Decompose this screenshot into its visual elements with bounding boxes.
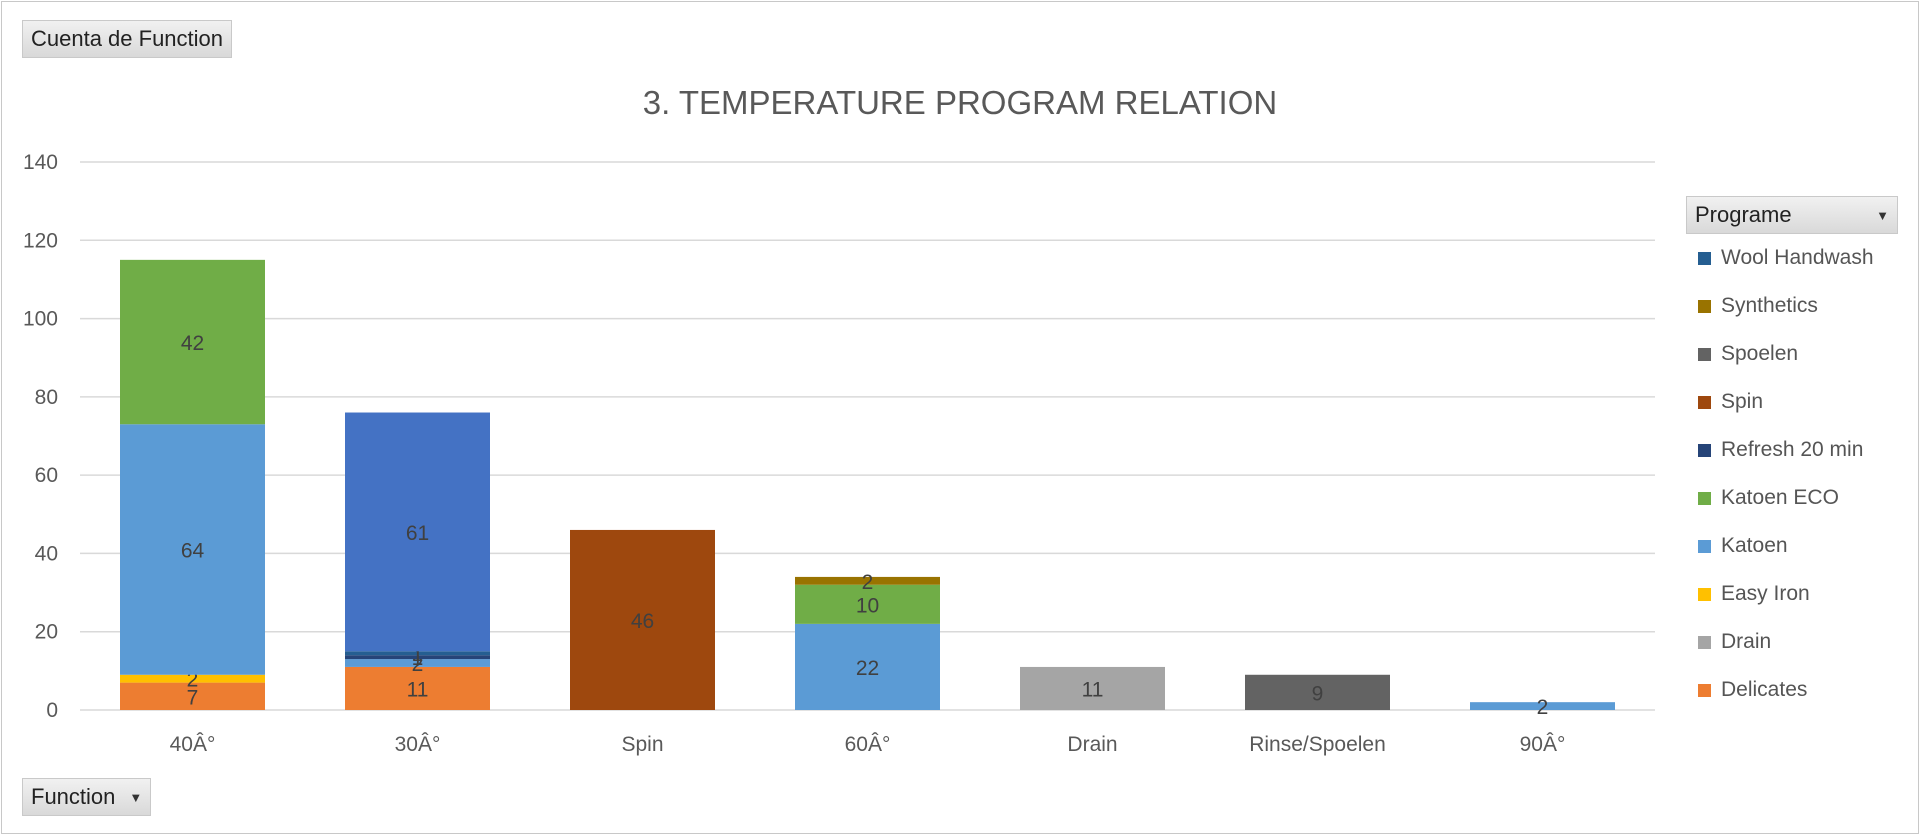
legend-swatch <box>1698 299 1711 313</box>
bar-segment[interactable] <box>345 412 490 652</box>
legend-label: Katoen <box>1721 534 1788 557</box>
legend-label: Synthetics <box>1721 294 1818 317</box>
bar-segment[interactable] <box>795 623 940 710</box>
values-field-label: Cuenta de Function <box>31 26 224 51</box>
bar-segment[interactable] <box>1245 674 1390 710</box>
legend-label: Spin <box>1721 390 1764 413</box>
legend-field-button[interactable]: Programe ▼ <box>1686 196 1898 234</box>
bar-segment[interactable] <box>120 424 265 675</box>
data-label: 9 <box>1312 682 1324 705</box>
legend-item[interactable]: Easy Iron <box>1698 579 1810 609</box>
bar-segment[interactable] <box>120 259 265 425</box>
legend-swatch <box>1698 587 1711 601</box>
chart-title: 3. TEMPERATURE PROGRAM RELATION <box>642 84 1278 121</box>
data-label: 11 <box>1082 678 1104 701</box>
bar-segment[interactable] <box>1470 702 1615 710</box>
legend-item[interactable]: Wool Handwash <box>1698 243 1874 273</box>
y-tick-label: 100 <box>23 308 58 331</box>
data-label: 61 <box>406 522 429 545</box>
x-tick-label: 30Â° <box>395 733 441 756</box>
legend-item[interactable]: Spin <box>1698 387 1763 417</box>
bar-segment[interactable] <box>345 651 490 656</box>
data-label: 42 <box>181 332 204 355</box>
dropdown-arrow-icon[interactable]: ▼ <box>1876 207 1889 223</box>
legend-swatch <box>1698 539 1711 553</box>
legend-label: Katoen ECO <box>1721 486 1839 509</box>
bar-segment[interactable] <box>795 576 940 585</box>
legend-item[interactable]: Spoelen <box>1698 339 1798 369</box>
x-tick-label: 40Â° <box>170 733 216 756</box>
legend-item[interactable]: Synthetics <box>1698 291 1818 321</box>
bar-segment[interactable] <box>345 659 490 667</box>
legend-swatch <box>1698 251 1711 265</box>
y-tick-label: 60 <box>35 464 58 487</box>
bar-segment[interactable] <box>570 529 715 710</box>
axis-field-button[interactable]: Function ▼ <box>22 778 152 816</box>
data-label: 1 <box>412 647 424 670</box>
legend-label: Wool Handwash <box>1721 246 1874 269</box>
legend-label: Refresh 20 min <box>1721 438 1864 461</box>
legend-swatch <box>1698 395 1711 409</box>
legend-swatch <box>1698 683 1711 697</box>
legend-item[interactable]: Katoen <box>1698 531 1788 561</box>
data-label: 64 <box>181 540 205 563</box>
legend-swatch <box>1698 443 1711 457</box>
y-tick-label: 20 <box>35 621 58 644</box>
y-tick-label: 40 <box>35 542 58 565</box>
legend-item[interactable]: Drain <box>1698 627 1771 657</box>
data-label: 1 <box>412 643 424 666</box>
x-tick-label: 90Â° <box>1520 733 1566 756</box>
axis-field-label: Function <box>31 784 116 809</box>
bar-segment[interactable] <box>120 682 265 710</box>
bar-segment[interactable] <box>1020 666 1165 710</box>
data-label: 22 <box>856 657 879 680</box>
y-tick-label: 80 <box>35 386 58 409</box>
data-label: 10 <box>856 594 879 617</box>
bar-segment[interactable] <box>345 655 490 660</box>
y-tick-label: 140 <box>23 151 58 174</box>
data-label: 2 <box>412 653 424 676</box>
bar-segment[interactable] <box>795 584 940 624</box>
x-tick-label: Spin <box>621 733 663 756</box>
legend-item[interactable]: Delicates <box>1698 675 1807 705</box>
legend-swatch <box>1698 347 1711 361</box>
data-label: 7 <box>187 686 199 709</box>
legend-swatch <box>1698 491 1711 505</box>
legend-item[interactable]: Refresh 20 min <box>1698 435 1863 465</box>
x-tick-label: 60Â° <box>845 733 891 756</box>
data-label: 2 <box>187 669 199 692</box>
x-tick-label: Drain <box>1067 733 1117 756</box>
legend-swatch <box>1698 635 1711 649</box>
legend-label: Easy Iron <box>1721 582 1810 605</box>
legend-field-label: Programe <box>1695 202 1792 227</box>
legend-label: Spoelen <box>1721 342 1799 365</box>
data-label: 11 <box>407 678 429 701</box>
bar-segment[interactable] <box>345 666 490 710</box>
stacked-bar-chart: 02040608010012014072644240Â°112116130Â°4… <box>23 151 1655 756</box>
dropdown-arrow-icon[interactable]: ▼ <box>129 789 143 805</box>
x-tick-label: Rinse/Spoelen <box>1249 733 1386 756</box>
legend-label: Delicates <box>1721 678 1808 701</box>
data-label: 46 <box>631 610 654 633</box>
bar-segment[interactable] <box>120 674 265 683</box>
values-field-button[interactable]: Cuenta de Function <box>22 20 233 58</box>
legend-item[interactable]: Katoen ECO <box>1698 483 1839 513</box>
legend-label: Drain <box>1721 630 1772 653</box>
data-label: 2 <box>1537 696 1549 719</box>
y-tick-label: 0 <box>46 699 58 722</box>
y-tick-label: 120 <box>23 229 58 252</box>
data-label: 2 <box>862 571 874 594</box>
